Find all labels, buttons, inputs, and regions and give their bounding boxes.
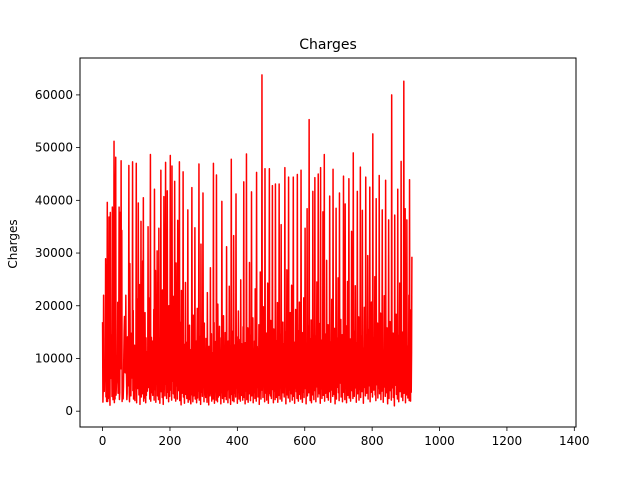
y-tick-label: 30000 [35, 246, 73, 260]
y-tick-label: 10000 [35, 351, 73, 365]
x-tick-label: 1200 [492, 434, 523, 448]
y-tick-label: 60000 [35, 88, 73, 102]
chart-title: Charges [299, 37, 357, 53]
y-axis-ticks: 0 10000 20000 30000 40000 50000 60000 [35, 88, 80, 418]
x-axis-ticks: 0 200 400 600 800 1000 1200 1400 [99, 427, 590, 448]
y-axis-label: Charges [6, 219, 20, 268]
x-tick-label: 200 [159, 434, 182, 448]
y-tick-label: 20000 [35, 299, 73, 313]
y-tick-label: 0 [65, 404, 73, 418]
y-tick-label: 40000 [35, 193, 73, 207]
data-series-line [101, 74, 413, 407]
x-tick-label: 600 [293, 434, 316, 448]
x-tick-label: 1400 [559, 434, 590, 448]
plot-area-frame [79, 57, 577, 428]
y-tick-label: 50000 [35, 141, 73, 155]
series-line-0 [101, 74, 413, 407]
x-tick-label: 400 [226, 434, 249, 448]
x-tick-label: 1000 [424, 434, 455, 448]
x-tick-label: 0 [99, 434, 107, 448]
x-tick-label: 800 [361, 434, 384, 448]
